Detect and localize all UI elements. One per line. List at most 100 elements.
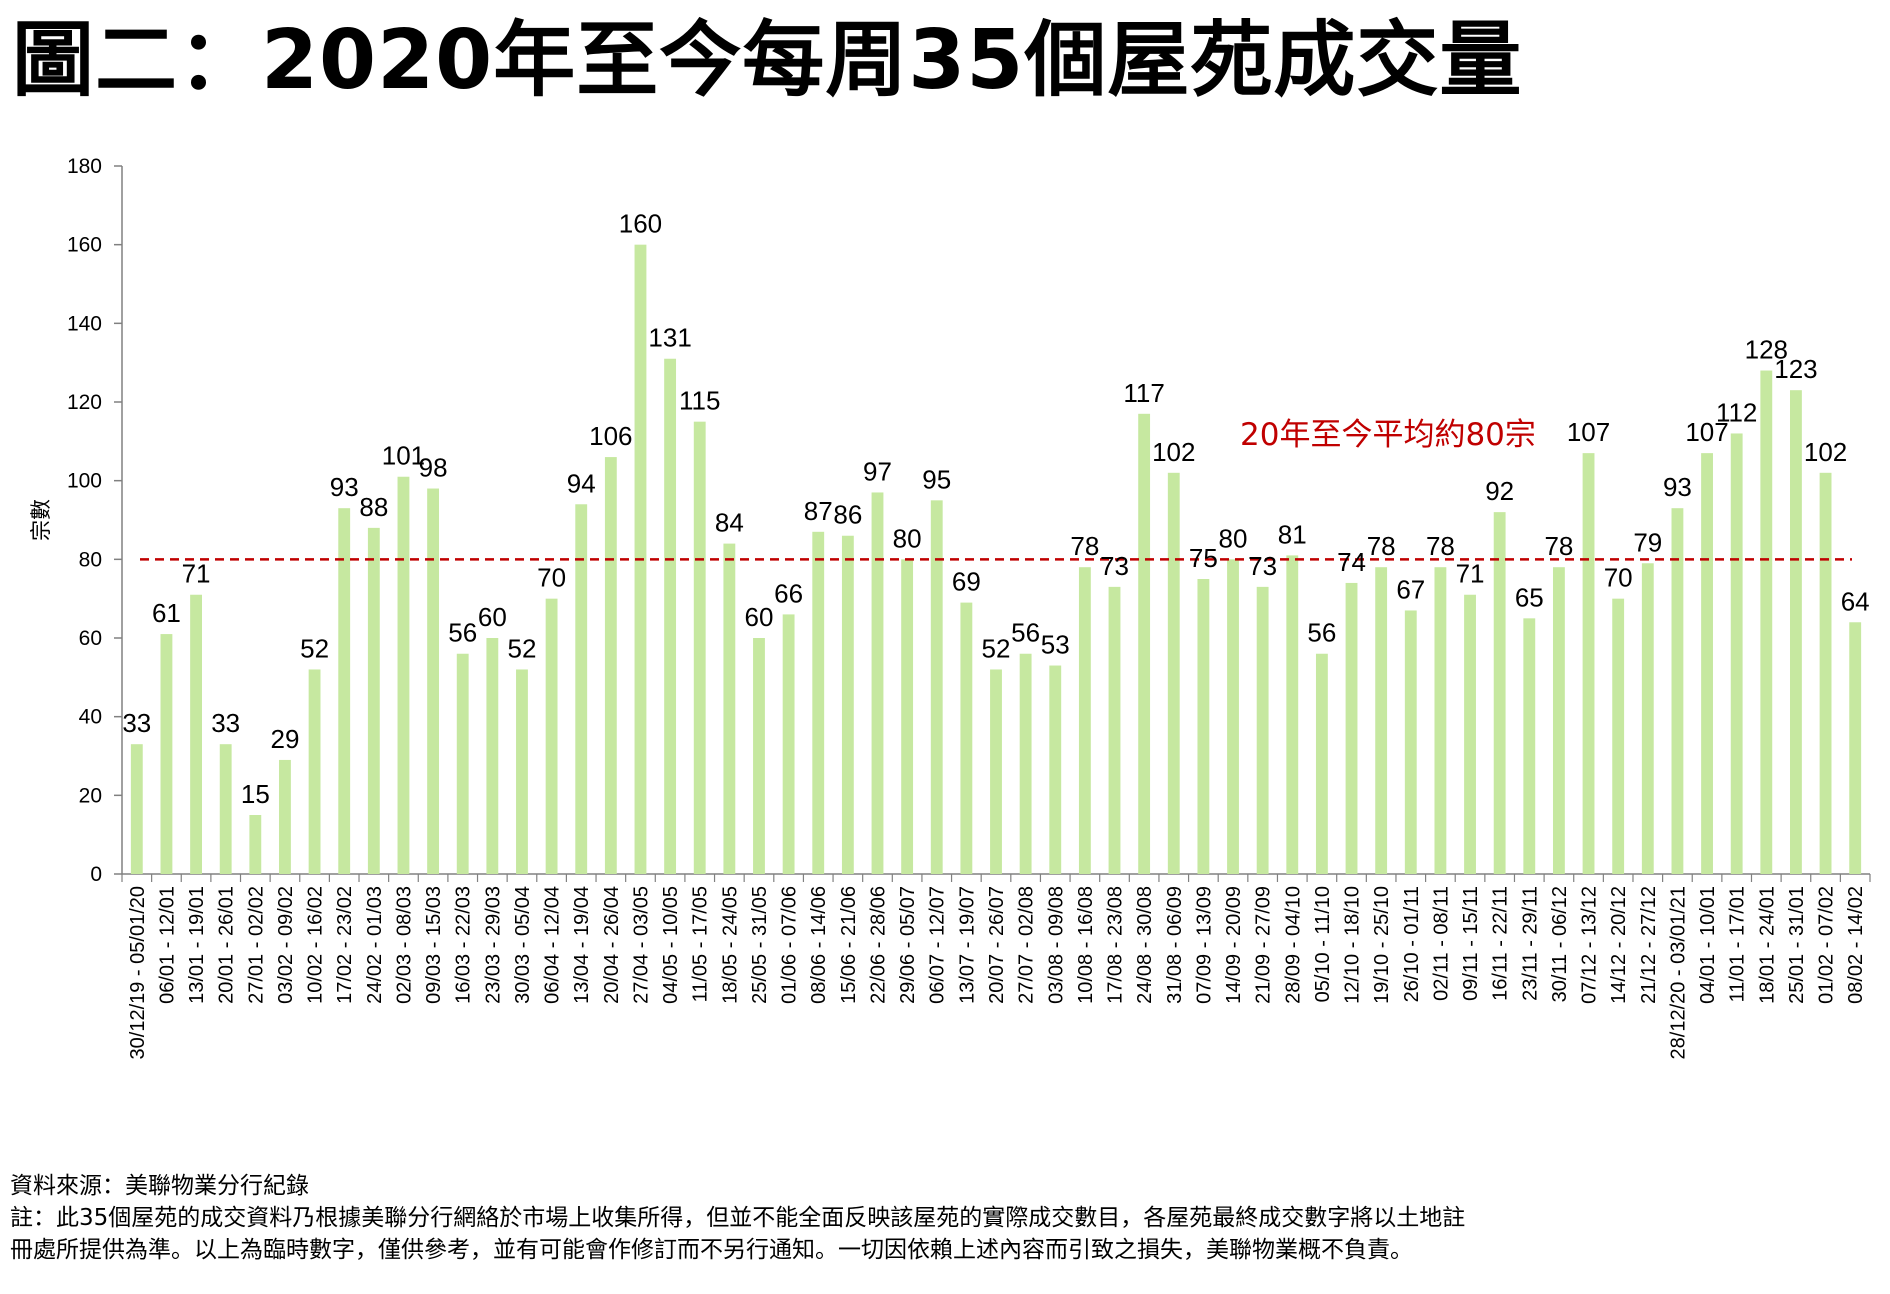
bar bbox=[338, 508, 351, 874]
average-reference-label: 20年至今平均約80宗 bbox=[1240, 417, 1536, 453]
data-label: 81 bbox=[1278, 519, 1307, 549]
category-label: 10/02 - 16/02 bbox=[305, 886, 327, 1004]
data-label: 65 bbox=[1515, 582, 1544, 612]
category-label: 20/01 - 26/01 bbox=[216, 886, 238, 1004]
category-label: 29/06 - 05/07 bbox=[897, 886, 919, 1004]
category-label: 30/03 - 05/04 bbox=[512, 886, 534, 1004]
category-label: 25/05 - 31/05 bbox=[749, 886, 771, 1004]
category-label: 25/01 - 31/01 bbox=[1786, 886, 1808, 1004]
data-label: 66 bbox=[774, 578, 803, 608]
category-label: 20/07 - 26/07 bbox=[986, 886, 1008, 1004]
bar bbox=[575, 504, 588, 874]
data-label: 73 bbox=[1248, 551, 1277, 581]
bar bbox=[308, 669, 321, 874]
data-label: 117 bbox=[1123, 378, 1164, 408]
bar bbox=[1375, 567, 1388, 874]
data-label: 102 bbox=[1804, 437, 1847, 467]
data-label: 98 bbox=[419, 453, 448, 483]
data-label: 160 bbox=[619, 209, 662, 239]
data-label: 52 bbox=[982, 633, 1011, 663]
chart: 0 20 40 60 80 100 120 140 160 180 宗數 20年至今平均約80宗 3… bbox=[29, 155, 1871, 1059]
bar bbox=[1552, 567, 1565, 874]
y-tick-label: 0 bbox=[90, 863, 102, 886]
bar bbox=[367, 527, 380, 874]
category-label: 30/12/19 - 05/01/20 bbox=[127, 886, 149, 1059]
category-label: 22/06 - 28/06 bbox=[867, 886, 889, 1004]
data-label: 70 bbox=[537, 563, 566, 593]
data-label: 92 bbox=[1485, 476, 1514, 506]
category-labels: 30/12/19 - 05/01/20 06/01 - 12/01 13/01 - … bbox=[127, 886, 1867, 1059]
bar bbox=[693, 421, 706, 874]
data-label: 78 bbox=[1544, 531, 1573, 561]
data-label: 128 bbox=[1745, 335, 1788, 365]
category-label: 02/11 - 08/11 bbox=[1430, 886, 1452, 1001]
category-label: 03/02 - 09/02 bbox=[275, 886, 297, 1004]
bar bbox=[782, 614, 795, 874]
bar bbox=[1493, 512, 1506, 874]
bar bbox=[1434, 567, 1447, 874]
y-tick-label: 100 bbox=[67, 470, 102, 493]
category-label: 27/04 - 03/05 bbox=[630, 886, 652, 1004]
category-label: 21/09 - 27/09 bbox=[1253, 886, 1275, 1004]
category-label: 10/08 - 16/08 bbox=[1075, 886, 1097, 1004]
data-label: 60 bbox=[478, 602, 507, 632]
data-label: 131 bbox=[648, 323, 691, 353]
bar bbox=[841, 535, 854, 874]
y-axis-title: 宗數 bbox=[29, 499, 53, 541]
bar bbox=[871, 492, 884, 874]
category-label: 02/03 - 08/03 bbox=[393, 886, 415, 1004]
data-label: 93 bbox=[330, 472, 359, 502]
bar bbox=[516, 669, 528, 874]
data-label: 102 bbox=[1152, 437, 1195, 467]
category-label: 06/01 - 12/01 bbox=[156, 886, 178, 1004]
y-tick-label: 80 bbox=[79, 548, 102, 571]
category-label: 07/09 - 13/09 bbox=[1193, 886, 1215, 1004]
bar bbox=[1641, 563, 1654, 874]
reference-line-group: 20年至今平均約80宗 bbox=[140, 417, 1852, 561]
page-title: 圖二：2020年至今每周35個屋苑成交量 bbox=[12, 13, 1523, 108]
data-label: 115 bbox=[679, 386, 720, 416]
category-label: 08/06 - 14/06 bbox=[808, 886, 830, 1004]
data-label: 95 bbox=[922, 464, 951, 494]
data-label: 106 bbox=[589, 421, 632, 451]
bar bbox=[397, 476, 410, 874]
y-tick-label: 140 bbox=[67, 312, 102, 335]
category-label: 03/08 - 09/08 bbox=[1045, 886, 1067, 1004]
category-label: 07/12 - 13/12 bbox=[1579, 886, 1601, 1004]
bar bbox=[1197, 579, 1210, 874]
category-label: 17/02 - 23/02 bbox=[334, 886, 356, 1004]
data-label: 86 bbox=[833, 500, 862, 530]
bar bbox=[486, 638, 499, 874]
category-label: 18/01 - 24/01 bbox=[1756, 886, 1778, 1004]
bar bbox=[1167, 472, 1180, 874]
data-label: 15 bbox=[241, 779, 270, 809]
category-label: 08/02 - 14/02 bbox=[1845, 886, 1867, 1004]
bar bbox=[1730, 433, 1743, 874]
category-label: 09/11 - 15/11 bbox=[1460, 886, 1482, 1001]
disclaimer-line-1: 註：此35個屋苑的成交資料乃根據美聯分行網絡於市場上收集所得，但並不能全面反映該… bbox=[10, 1205, 1466, 1231]
category-label: 24/08 - 30/08 bbox=[1134, 886, 1156, 1004]
category-label: 16/11 - 22/11 bbox=[1490, 886, 1512, 1001]
data-label: 56 bbox=[1011, 618, 1040, 648]
category-label: 28/12/20 - 03/01/21 bbox=[1667, 886, 1689, 1059]
category-label: 20/04 - 26/04 bbox=[601, 886, 623, 1004]
data-label: 88 bbox=[359, 492, 388, 522]
category-label: 30/11 - 06/12 bbox=[1549, 886, 1571, 1002]
data-label: 71 bbox=[182, 559, 211, 589]
data-label: 33 bbox=[122, 708, 151, 738]
bar bbox=[279, 759, 291, 874]
data-label: 78 bbox=[1070, 531, 1099, 561]
y-tick-label: 20 bbox=[79, 784, 102, 807]
bar bbox=[1404, 610, 1417, 874]
data-label: 78 bbox=[1426, 531, 1455, 561]
bar bbox=[990, 669, 1002, 874]
bar bbox=[1256, 586, 1269, 874]
bar bbox=[812, 531, 825, 874]
data-label: 71 bbox=[1456, 559, 1485, 589]
bar bbox=[604, 457, 617, 874]
category-label: 23/11 - 29/11 bbox=[1519, 886, 1541, 1001]
bar bbox=[1108, 586, 1121, 874]
bar bbox=[723, 543, 736, 874]
category-label: 26/10 - 01/11 bbox=[1401, 886, 1423, 1002]
category-label: 06/07 - 12/07 bbox=[927, 886, 949, 1004]
